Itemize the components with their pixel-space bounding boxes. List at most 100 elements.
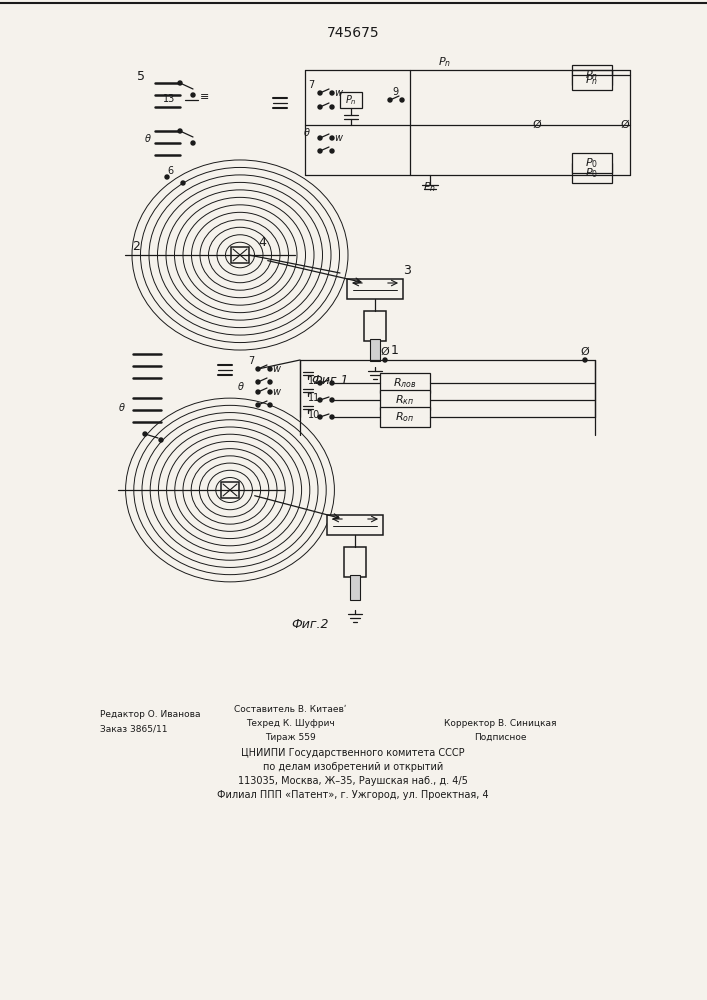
Text: w: w <box>272 387 280 397</box>
Bar <box>347 279 403 299</box>
Circle shape <box>318 91 322 95</box>
Text: Ø: Ø <box>621 120 629 130</box>
Circle shape <box>383 358 387 362</box>
Text: 13: 13 <box>163 94 175 104</box>
Text: Фиг.1: Фиг.1 <box>311 374 349 387</box>
Text: Корректор В. Синицкая: Корректор В. Синицкая <box>444 719 556 728</box>
Text: 7: 7 <box>248 356 255 366</box>
Bar <box>380 373 430 393</box>
Text: 113035, Москва, Ж–35, Раушская наб., д. 4/5: 113035, Москва, Ж–35, Раушская наб., д. … <box>238 776 468 786</box>
Circle shape <box>256 367 260 371</box>
Circle shape <box>388 98 392 102</box>
Bar <box>231 247 249 263</box>
Text: 4: 4 <box>258 236 266 249</box>
Circle shape <box>165 175 169 179</box>
Text: Ø: Ø <box>580 347 590 357</box>
Circle shape <box>318 415 322 419</box>
Text: по делам изобретений и открытий: по делам изобретений и открытий <box>263 762 443 772</box>
Bar <box>344 547 366 577</box>
Bar <box>572 65 612 85</box>
Bar <box>364 311 386 341</box>
Text: θ: θ <box>304 128 310 138</box>
Text: Заказ 3865/11: Заказ 3865/11 <box>100 724 168 733</box>
Circle shape <box>318 105 322 109</box>
Circle shape <box>400 98 404 102</box>
Circle shape <box>330 381 334 385</box>
Text: Техред К. Шуфрич: Техред К. Шуфрич <box>246 719 334 728</box>
Circle shape <box>268 390 272 394</box>
Circle shape <box>330 136 334 140</box>
Circle shape <box>178 81 182 85</box>
Circle shape <box>330 105 334 109</box>
Circle shape <box>318 149 322 153</box>
Text: Ø: Ø <box>532 120 542 130</box>
Circle shape <box>191 141 195 145</box>
Text: Подписное: Подписное <box>474 733 526 742</box>
Text: w: w <box>334 88 342 98</box>
Bar <box>380 407 430 427</box>
Bar <box>370 339 380 361</box>
Text: ЦНИИПИ Государственного комитета СССР: ЦНИИПИ Государственного комитета СССР <box>241 748 464 758</box>
Circle shape <box>178 129 182 133</box>
Text: $R_{лов}$: $R_{лов}$ <box>393 376 417 390</box>
Circle shape <box>330 398 334 402</box>
Circle shape <box>181 181 185 185</box>
Text: w: w <box>334 133 342 143</box>
Text: $P_n$: $P_n$ <box>423 180 436 194</box>
Text: 9: 9 <box>392 87 398 97</box>
Circle shape <box>330 149 334 153</box>
Bar <box>572 153 612 173</box>
Text: Филиал ППП «Патент», г. Ужгород, ул. Проектная, 4: Филиал ППП «Патент», г. Ужгород, ул. Про… <box>217 790 489 800</box>
Bar <box>572 163 612 183</box>
Text: 3: 3 <box>403 263 411 276</box>
Text: 11: 11 <box>308 393 320 403</box>
Text: $R_{оп}$: $R_{оп}$ <box>395 410 414 424</box>
Text: Редактор О. Иванова: Редактор О. Иванова <box>100 710 201 719</box>
Text: 5: 5 <box>137 70 145 84</box>
Circle shape <box>268 367 272 371</box>
Text: 1: 1 <box>391 344 399 358</box>
Text: w: w <box>272 364 280 374</box>
Circle shape <box>583 358 587 362</box>
Bar <box>221 482 239 498</box>
Text: Составитель В. Китаевʹ: Составитель В. Китаевʹ <box>234 705 346 714</box>
Bar <box>327 515 383 535</box>
Text: $P_0$: $P_0$ <box>585 156 599 170</box>
Text: ≡: ≡ <box>200 92 209 102</box>
Text: 2: 2 <box>132 240 140 253</box>
Text: 745675: 745675 <box>327 26 380 40</box>
Circle shape <box>330 415 334 419</box>
Text: Тираж 559: Тираж 559 <box>264 733 315 742</box>
Bar <box>572 70 612 90</box>
Bar <box>340 92 362 108</box>
Text: 10: 10 <box>308 410 320 420</box>
Circle shape <box>268 380 272 384</box>
Circle shape <box>318 136 322 140</box>
Circle shape <box>256 403 260 407</box>
Circle shape <box>318 398 322 402</box>
Text: $P_n$: $P_n$ <box>585 68 599 82</box>
Text: $P_n$: $P_n$ <box>438 55 452 69</box>
Text: θ: θ <box>119 403 125 413</box>
Text: 12: 12 <box>308 376 320 386</box>
Bar <box>380 390 430 410</box>
Text: 7: 7 <box>308 80 314 90</box>
Text: θ: θ <box>145 134 151 144</box>
Text: $P_n$: $P_n$ <box>585 73 599 87</box>
Circle shape <box>330 91 334 95</box>
Text: $P_0$: $P_0$ <box>585 166 599 180</box>
Circle shape <box>256 380 260 384</box>
Text: $P_n$: $P_n$ <box>345 93 357 107</box>
Circle shape <box>159 438 163 442</box>
Circle shape <box>191 93 195 97</box>
Circle shape <box>143 432 147 436</box>
Text: 6: 6 <box>167 166 173 176</box>
Text: Фиг.2: Фиг.2 <box>291 618 329 632</box>
Text: Ø: Ø <box>380 347 390 357</box>
Text: θ: θ <box>238 382 244 392</box>
Bar <box>350 575 360 600</box>
Text: $R_{кп}$: $R_{кп}$ <box>395 393 414 407</box>
Circle shape <box>256 390 260 394</box>
Circle shape <box>268 403 272 407</box>
Circle shape <box>318 381 322 385</box>
